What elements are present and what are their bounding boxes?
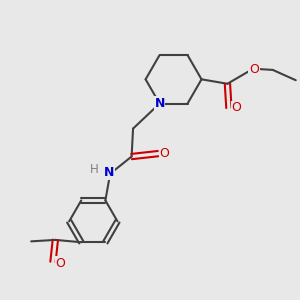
Text: O: O xyxy=(56,257,65,270)
Text: O: O xyxy=(231,101,241,114)
Text: H: H xyxy=(90,163,99,176)
Text: O: O xyxy=(160,147,170,160)
Text: N: N xyxy=(154,97,165,110)
Text: O: O xyxy=(249,62,259,76)
Text: N: N xyxy=(104,166,114,179)
